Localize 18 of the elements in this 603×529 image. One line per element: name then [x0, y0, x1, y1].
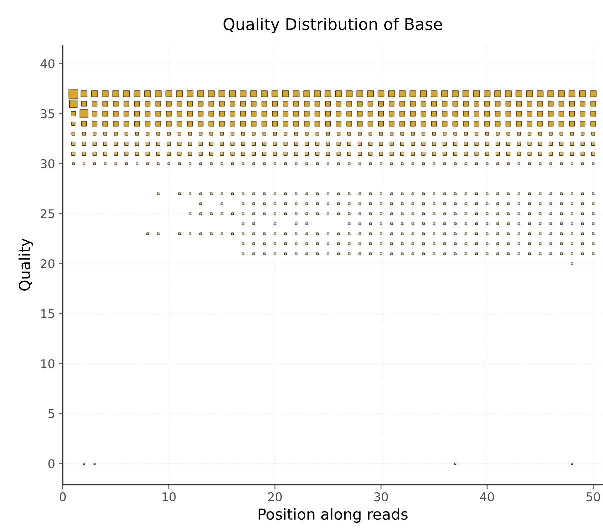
x-axis-title: Position along reads [258, 508, 408, 523]
chart-title: Quality Distribution of Base [224, 18, 442, 34]
y-axis-title: Quality [18, 238, 34, 291]
y-tick-label: 15 [42, 310, 54, 318]
y-tick-label: 30 [41, 159, 55, 169]
y-tick-label: 35 [41, 109, 54, 119]
y-tick-label: 0 [48, 459, 55, 469]
y-tick-label: 40 [40, 59, 55, 69]
y-tick-label: 25 [41, 209, 54, 219]
x-tick-label: 40 [480, 492, 494, 502]
x-tick-label: 30 [374, 492, 388, 502]
y-tick-label: 10 [42, 359, 55, 369]
x-tick-label: 20 [268, 492, 282, 502]
x-tick-label: 50 [586, 492, 600, 502]
x-tick-label: 0 [60, 492, 66, 502]
y-tick-label: 5 [48, 410, 54, 418]
x-tick-label: 10 [162, 492, 176, 502]
y-tick-label: 20 [41, 259, 55, 269]
